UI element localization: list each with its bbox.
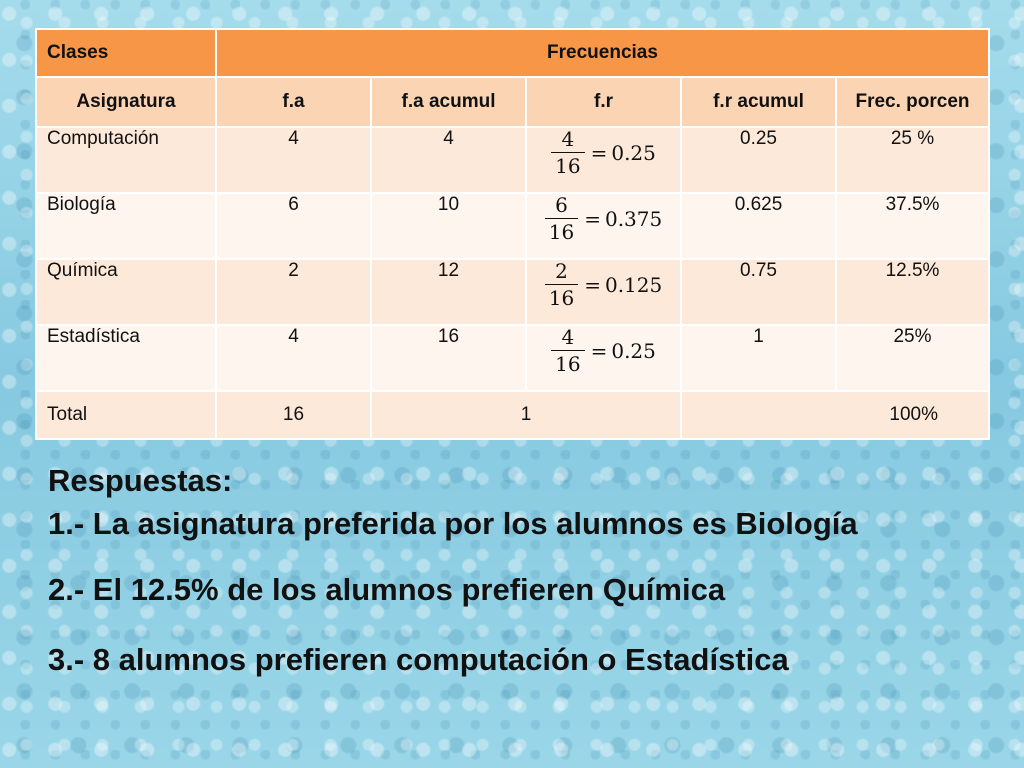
cell-asignatura: Estadística — [35, 324, 217, 392]
header-asignatura: Asignatura — [35, 76, 217, 128]
cell-fr-acumul: 0.75 — [680, 258, 837, 326]
header-fa: f.a — [215, 76, 372, 128]
fraction-denominator: 16 — [551, 350, 585, 377]
fraction-numerator: 6 — [555, 193, 568, 217]
cell-fa-acumul: 4 — [370, 126, 527, 194]
cell-fa-acumul: 10 — [370, 192, 527, 260]
equals-sign: = — [590, 140, 608, 165]
fraction-numerator: 4 — [561, 325, 575, 349]
cell-fa: 6 — [215, 192, 372, 260]
cell-frec-porcen: 25% — [834, 324, 991, 392]
cell-fa: 4 — [215, 126, 372, 194]
frequency-table: Clases Frecuencias Asignatura f.a f.a ac… — [35, 28, 991, 440]
equals-sign: = — [584, 272, 601, 297]
cell-asignatura: Biología — [35, 192, 217, 260]
cell-asignatura: Computación — [35, 126, 217, 194]
cell-fa-acumul: 16 — [370, 324, 527, 392]
cell-fa: 2 — [215, 258, 372, 326]
total-label: Total — [35, 390, 217, 440]
fraction-denominator: 16 — [544, 284, 579, 311]
cell-asignatura: Química — [35, 258, 217, 326]
total-fr: 1 — [370, 390, 682, 440]
answers-heading: Respuestas: — [48, 463, 233, 498]
cell-fr: 4 16 = 0.25 — [525, 324, 682, 392]
answer-1: 1.- La asignatura preferida por los alum… — [48, 506, 858, 541]
answers-section: Respuestas: 1.- La asignatura preferida … — [48, 462, 1008, 680]
fraction-numerator: 4 — [561, 127, 575, 151]
fraction-value: 0.25 — [611, 140, 656, 165]
table-row: Computación 4 4 4 16 = 0.25 0.25 25 % — [35, 126, 991, 194]
fraction: 6 16 = 0.375 — [544, 192, 663, 245]
fraction: 4 16 = 0.25 — [551, 324, 656, 377]
fraction-value: 0.375 — [604, 206, 663, 231]
cell-fr-acumul: 1 — [680, 324, 837, 392]
cell-frec-porcen: 37.5% — [834, 192, 991, 260]
total-row: Total 16 1 100% — [35, 390, 991, 440]
header-row-2: Asignatura f.a f.a acumul f.r f.r acumul… — [35, 76, 991, 128]
cell-frec-porcen: 25 % — [834, 126, 991, 194]
fraction: 4 16 = 0.25 — [551, 126, 656, 179]
fraction-denominator: 16 — [551, 152, 585, 179]
header-row-1: Clases Frecuencias — [35, 28, 991, 78]
header-clases: Clases — [35, 28, 217, 78]
total-fa: 16 — [215, 390, 372, 440]
header-fr: f.r — [525, 76, 682, 128]
table-row: Química 2 12 2 16 = 0.125 0.75 12.5% — [35, 258, 991, 326]
fraction-numerator: 2 — [555, 259, 568, 283]
header-frecuencias: Frecuencias — [214, 28, 991, 78]
cell-fr: 2 16 = 0.125 — [525, 258, 682, 326]
header-fa-acumul: f.a acumul — [370, 76, 527, 128]
table-row: Estadística 4 16 4 16 = 0.25 1 25% — [35, 324, 991, 392]
cell-fr: 6 16 = 0.375 — [525, 192, 682, 260]
fraction: 2 16 = 0.125 — [544, 258, 663, 311]
fraction-denominator: 16 — [544, 218, 579, 245]
cell-fa-acumul: 12 — [370, 258, 527, 326]
equals-sign: = — [590, 338, 608, 363]
cell-fr-acumul: 0.25 — [680, 126, 837, 194]
equals-sign: = — [584, 206, 601, 231]
answer-3: 3.- 8 alumnos prefieren computación o Es… — [48, 642, 789, 677]
cell-fr: 4 16 = 0.25 — [525, 126, 682, 194]
header-fr-acumul: f.r acumul — [680, 76, 837, 128]
fraction-value: 0.25 — [611, 338, 656, 363]
cell-frec-porcen: 12.5% — [834, 258, 991, 326]
cell-fa: 4 — [215, 324, 372, 392]
answer-2: 2.- El 12.5% de los alumnos prefieren Qu… — [48, 572, 726, 607]
cell-fr-acumul: 0.625 — [680, 192, 837, 260]
total-porcen: 100% — [679, 390, 991, 440]
header-frec-porcen: Frec. porcen — [834, 76, 991, 128]
table-row: Biología 6 10 6 16 = 0.375 0.625 37.5% — [35, 192, 991, 260]
fraction-value: 0.125 — [604, 272, 663, 297]
